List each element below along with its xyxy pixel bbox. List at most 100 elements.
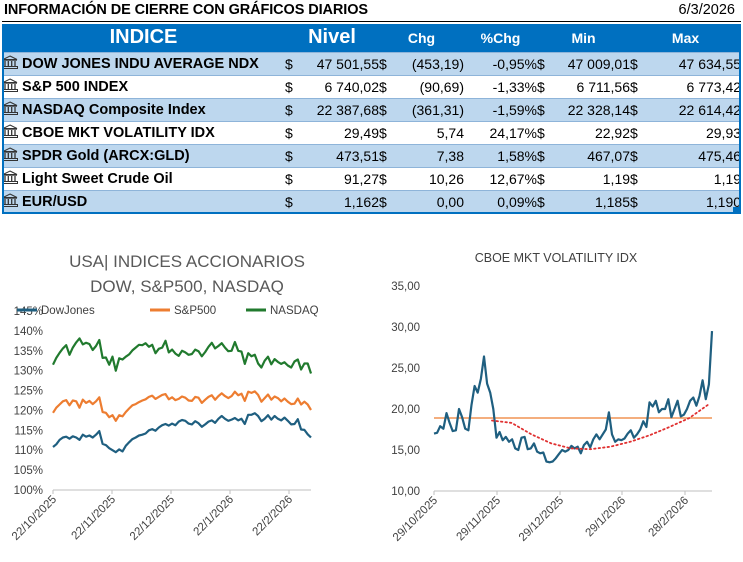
series-line-trend bbox=[491, 403, 710, 451]
currency-symbol: $ bbox=[285, 101, 293, 118]
currency-symbol: $ bbox=[537, 101, 545, 118]
chg-value: (361,31) bbox=[411, 101, 464, 118]
chart1-y-tick: 140% bbox=[14, 326, 43, 338]
col-header-min[interactable]: Min bbox=[571, 29, 596, 46]
nivel-value: 473,51 bbox=[336, 147, 379, 164]
max-value: 47 634,55 bbox=[678, 55, 742, 72]
min-value: 22 328,14 bbox=[567, 101, 631, 118]
chart2-y-tick: 20,00 bbox=[391, 404, 420, 416]
pctchg-value: -0,95% bbox=[492, 55, 537, 72]
table-row[interactable]: DOW JONES INDU AVERAGE NDX $47 501,55 $ (45… bbox=[2, 52, 742, 75]
table-row[interactable]: CBOE MKT VOLATILITY IDX $29,49 $5,74 24,17%… bbox=[2, 121, 742, 144]
chg-value: 0,00 bbox=[436, 193, 464, 210]
index-name: EUR/USD bbox=[2, 190, 285, 213]
chg-value: (90,69) bbox=[419, 78, 464, 95]
chart1-y-tick: 145% bbox=[14, 306, 43, 318]
currency-symbol: $ bbox=[630, 78, 638, 95]
currency-symbol: $ bbox=[379, 124, 387, 141]
max-value: 6 773,42 bbox=[686, 78, 742, 95]
chart2-x-tick: 29/11/2025 bbox=[455, 495, 504, 544]
currency-symbol: $ bbox=[537, 55, 545, 72]
min-value: 1,185 bbox=[594, 193, 631, 210]
chart1-x-tick: 22/11/2025 bbox=[70, 494, 119, 543]
chg-value: 10,26 bbox=[428, 170, 464, 187]
currency-symbol: $ bbox=[537, 170, 545, 187]
chart2-x-tick: 28/2/2026 bbox=[646, 495, 691, 540]
index-name: Light Sweet Crude Oil bbox=[2, 167, 285, 190]
min-value: 47 009,01 bbox=[567, 55, 631, 72]
quotes-table: INDICE Nivel Chg %Chg Min Max DOW JONES … bbox=[2, 24, 742, 213]
chg-value: 7,38 bbox=[436, 147, 464, 164]
series-line-vix bbox=[433, 331, 714, 464]
chart1-y-tick: 115% bbox=[14, 425, 43, 437]
table-resize-handle[interactable] bbox=[733, 207, 739, 213]
table-row[interactable]: SPDR Gold (ARCX:GLD) $473,51 $7,38 1,58% $46… bbox=[2, 144, 742, 167]
chart1-y-tick: 130% bbox=[14, 366, 43, 378]
nivel-value: 29,49 bbox=[343, 124, 379, 141]
chart2-y-tick: 15,00 bbox=[391, 445, 420, 457]
report-date: 6/3/2026 bbox=[678, 2, 735, 18]
index-name: SPDR Gold (ARCX:GLD) bbox=[2, 144, 285, 167]
table-row[interactable]: S&P 500 INDEX $6 740,02 $ (90,69) -1,33% $6 7… bbox=[2, 75, 742, 98]
min-value: 6 711,56 bbox=[576, 78, 631, 95]
col-header-indice[interactable]: INDICE bbox=[109, 26, 178, 49]
min-value: 467,07 bbox=[587, 147, 631, 164]
series-line-dowjones bbox=[52, 412, 312, 454]
pctchg-value: 1,58% bbox=[497, 147, 537, 164]
chart1-y-tick: 125% bbox=[14, 386, 43, 398]
currency-symbol: $ bbox=[285, 55, 293, 72]
chart2-y-tick: 35,00 bbox=[391, 281, 420, 293]
min-value: 1,19 bbox=[602, 170, 631, 187]
max-value: 1,190 bbox=[705, 193, 742, 210]
chart2-x-tick: 29/12/2025 bbox=[517, 495, 566, 544]
currency-symbol: $ bbox=[630, 101, 638, 118]
pctchg-value: 24,17% bbox=[489, 124, 537, 141]
nivel-value: 6 740,02 bbox=[324, 78, 380, 95]
series-line-nasdaq bbox=[52, 337, 313, 374]
currency-symbol: $ bbox=[630, 193, 638, 210]
chart2-y-tick: 30,00 bbox=[391, 322, 420, 334]
pctchg-value: -1,59% bbox=[492, 101, 537, 118]
table-header-row: INDICE Nivel Chg %Chg Min Max bbox=[2, 24, 742, 52]
table-row[interactable]: Light Sweet Crude Oil $91,27 $10,26 12,67% $… bbox=[2, 167, 742, 190]
table-row[interactable]: NASDAQ Composite Index $22 387,68 $ (361,31… bbox=[2, 98, 742, 121]
currency-symbol: $ bbox=[379, 147, 387, 164]
index-name: NASDAQ Composite Index bbox=[2, 98, 285, 121]
currency-symbol: $ bbox=[537, 193, 545, 210]
currency-symbol: $ bbox=[379, 55, 387, 72]
nivel-value: 47 501,55 bbox=[316, 55, 379, 72]
chart2-x-tick: 29/10/2025 bbox=[391, 495, 440, 544]
max-value: 1,19 bbox=[713, 170, 742, 187]
chart1-y-tick: 100% bbox=[14, 485, 43, 497]
chart2-y-tick: 25,00 bbox=[391, 363, 420, 375]
currency-symbol: $ bbox=[537, 124, 545, 141]
index-name: DOW JONES INDU AVERAGE NDX bbox=[2, 52, 285, 75]
report-title: INFORMACIÓN DE CIERRE CON GRÁFICOS DIARI… bbox=[4, 2, 368, 18]
currency-symbol: $ bbox=[379, 193, 387, 210]
currency-symbol: $ bbox=[379, 101, 387, 118]
col-header-pctchg[interactable]: %Chg bbox=[480, 29, 521, 46]
currency-symbol: $ bbox=[630, 55, 638, 72]
chart1-y-tick: 120% bbox=[14, 405, 43, 417]
index-name: S&P 500 INDEX bbox=[2, 75, 285, 98]
chart1-y-tick: 110% bbox=[14, 445, 43, 457]
chart1-y-tick: 105% bbox=[14, 465, 43, 477]
min-value: 22,92 bbox=[594, 124, 631, 141]
nivel-value: 22 387,68 bbox=[316, 101, 379, 118]
chart1-x-tick: 22/2/2026 bbox=[250, 494, 295, 539]
currency-symbol: $ bbox=[285, 78, 293, 95]
currency-symbol: $ bbox=[630, 170, 638, 187]
chg-value: 5,74 bbox=[436, 124, 464, 141]
col-header-max[interactable]: Max bbox=[671, 29, 700, 46]
table-row[interactable]: EUR/USD $1,162 $0,00 0,09% $1,185 $1,190 bbox=[2, 190, 742, 213]
currency-symbol: $ bbox=[285, 170, 293, 187]
chart1-y-tick: 135% bbox=[14, 346, 43, 358]
pctchg-value: -1,33% bbox=[492, 78, 537, 95]
col-header-chg[interactable]: Chg bbox=[407, 29, 436, 46]
col-header-nivel[interactable]: Nivel bbox=[308, 26, 356, 49]
currency-symbol: $ bbox=[379, 78, 387, 95]
max-value: 22 614,42 bbox=[678, 101, 742, 118]
legend-label-dowjones: DowJones bbox=[41, 305, 95, 317]
currency-symbol: $ bbox=[630, 124, 638, 141]
